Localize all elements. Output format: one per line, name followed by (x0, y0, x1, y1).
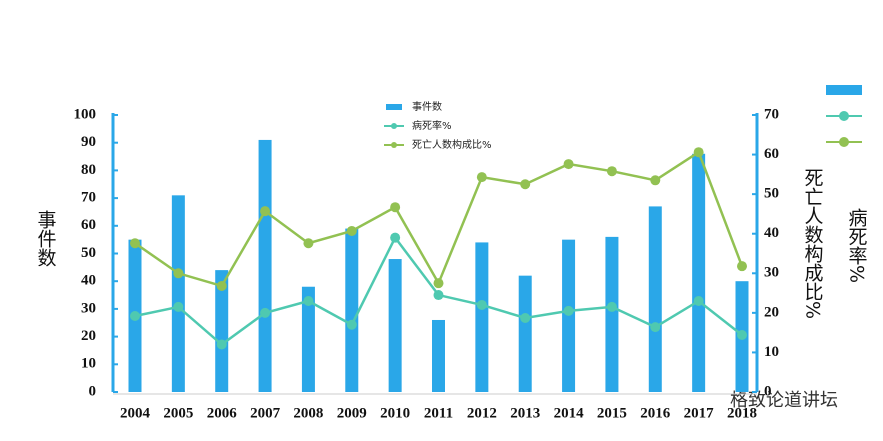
legend-swatch (391, 123, 397, 129)
line-point (390, 202, 401, 213)
x-tick-label: 2010 (380, 405, 410, 421)
x-tick-label: 2005 (163, 405, 193, 421)
line-point (563, 305, 574, 316)
x-tick-label: 2006 (207, 405, 238, 421)
x-tick-label: 2007 (250, 405, 281, 421)
y-tick-label: 90 (81, 134, 96, 150)
y2-tick-label: 50 (764, 186, 779, 202)
x-tick-label: 2017 (684, 405, 715, 421)
x-tick-label: 2015 (597, 405, 627, 421)
x-tick-label: 2012 (467, 405, 497, 421)
y-axis-label: 事件数 (35, 210, 57, 267)
x-tick-label: 2011 (424, 405, 453, 421)
bar (171, 195, 185, 392)
line-point (650, 322, 661, 333)
x-tick-label: 2009 (337, 405, 367, 421)
y-tick-label: 100 (74, 106, 97, 122)
line-point (260, 206, 271, 217)
bar (388, 259, 402, 392)
line-point (650, 175, 661, 186)
legend-swatch (391, 142, 397, 148)
line-point (606, 166, 617, 177)
line-point (346, 225, 357, 236)
line-point (520, 179, 531, 190)
bar (605, 236, 619, 392)
line-point (260, 307, 271, 318)
line-point (130, 311, 140, 322)
x-tick-label: 2016 (640, 405, 671, 421)
line-point (173, 301, 184, 312)
line-point (737, 330, 747, 341)
bar (475, 242, 489, 392)
legend-label: 死亡人数构成比% (412, 138, 492, 151)
line-point (216, 280, 227, 291)
line-point (606, 301, 617, 312)
line-point (303, 295, 314, 306)
bar (432, 319, 445, 392)
legend-label: 事件数 (412, 100, 442, 113)
y-tick-label: 80 (81, 162, 96, 178)
y-tick-label: 40 (81, 273, 96, 289)
line-point (737, 261, 747, 272)
x-tick-label: 2013 (510, 405, 540, 421)
x-tick-label: 2018 (727, 405, 757, 421)
bar (648, 206, 662, 392)
y-tick-label: 70 (81, 190, 96, 206)
bar (692, 153, 706, 392)
line-point (476, 172, 487, 183)
y-tick-label: 20 (81, 328, 96, 344)
y2-tick-label: 10 (764, 344, 779, 360)
y2-tick-label: 0 (764, 383, 772, 399)
y2-tick-label: 20 (764, 304, 779, 320)
y2-tick-label: 40 (764, 225, 779, 241)
y2-tick-label: 30 (764, 265, 779, 281)
line-point (390, 232, 401, 243)
y2-axis-label: 死亡人数构成比% (802, 168, 824, 319)
line-point (693, 147, 704, 158)
line-point (520, 313, 531, 324)
legend-swatch (386, 104, 402, 110)
y-tick-label: 10 (81, 356, 96, 372)
x-tick-label: 2004 (120, 405, 151, 421)
y-tick-label: 30 (81, 300, 96, 316)
legend-label: 病死率% (412, 119, 452, 132)
y2-tick-label: 60 (764, 146, 779, 162)
y-tick-label: 0 (89, 383, 97, 399)
line-point (563, 159, 574, 170)
line-point (476, 299, 487, 310)
y2-axis-label: 病死率% (846, 208, 868, 283)
line-point (303, 238, 314, 249)
bar (345, 228, 359, 392)
bar (301, 286, 315, 392)
line-point (346, 319, 357, 330)
x-tick-label: 2008 (293, 405, 323, 421)
line-point (433, 290, 444, 301)
y2-tick-label: 70 (764, 106, 779, 122)
y-tick-label: 60 (81, 217, 96, 233)
legend-swatch (826, 85, 862, 95)
y-tick-label: 50 (81, 245, 96, 261)
line-point (173, 268, 184, 279)
legend-swatch (839, 111, 849, 121)
bar (518, 275, 532, 392)
line-point (693, 295, 704, 306)
bar (258, 139, 272, 392)
line-point (130, 238, 140, 249)
line-point (433, 278, 444, 289)
bar (215, 270, 229, 392)
legend-swatch (839, 137, 849, 147)
watermark: 格致论道讲坛 (730, 390, 838, 411)
x-tick-label: 2014 (554, 405, 585, 421)
line-point (216, 339, 227, 350)
